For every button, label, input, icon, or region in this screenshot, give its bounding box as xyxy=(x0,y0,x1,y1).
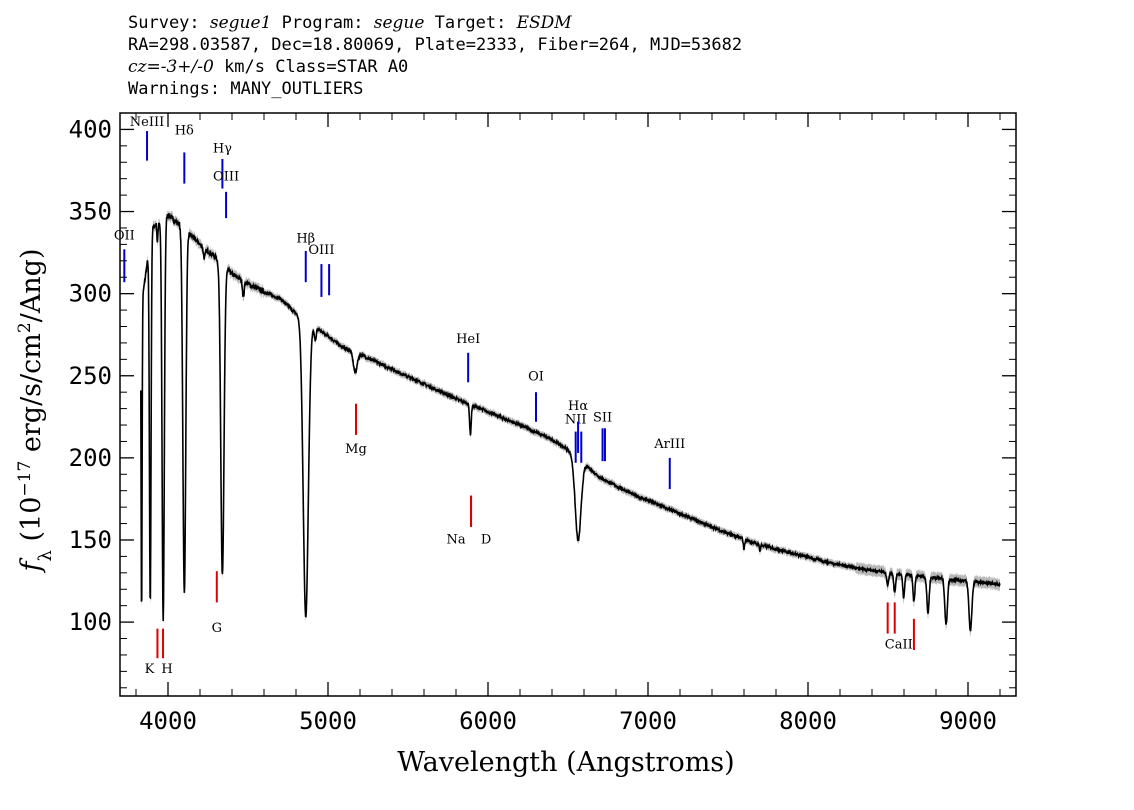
x-tick-label: 5000 xyxy=(299,707,357,735)
header-line-survey: Survey: segue1 Program: segue Target: ES… xyxy=(128,12,742,34)
plot-frame xyxy=(119,112,1017,697)
y-tick-label: 350 xyxy=(69,198,112,226)
emission-line-label: OIII xyxy=(308,243,334,258)
x-tick-label: 7000 xyxy=(619,707,677,735)
target-label: Target: xyxy=(424,13,517,33)
emission-line-label: SII xyxy=(593,411,612,426)
class-value: km/s Class=STAR A0 xyxy=(213,57,409,77)
y-tick-label: 250 xyxy=(69,362,112,390)
absorption-line-label: K xyxy=(145,662,155,677)
header-line-class: cz=-3+/-0 km/s Class=STAR A0 xyxy=(128,56,742,78)
y-tick-label: 400 xyxy=(69,115,112,143)
survey-value: segue1 xyxy=(209,13,272,33)
emission-line-label: OIII xyxy=(213,169,239,184)
program-label: Program: xyxy=(271,13,374,33)
spectrum-line xyxy=(140,213,1001,632)
absorption-line-label: G xyxy=(212,621,222,636)
emission-line-label: Hδ xyxy=(175,123,194,138)
y-tick-label: 150 xyxy=(69,526,112,554)
y-tick-label: 100 xyxy=(69,608,112,636)
header-line-warnings: Warnings: MANY_OUTLIERS xyxy=(128,79,364,99)
spectrum-header: Survey: segue1 Program: segue Target: ES… xyxy=(128,12,742,100)
x-tick-label: 4000 xyxy=(139,707,197,735)
axis-ticks: 4000 5000 6000 7000 8000 9000 100 150 200 250 300 3… xyxy=(69,113,1016,735)
target-value: ESDM xyxy=(516,13,572,33)
y-tick-label: 300 xyxy=(69,280,112,308)
emission-line-label: HeI xyxy=(456,332,480,347)
emission-line-label: Hα xyxy=(568,399,588,414)
emission-line-label: NII xyxy=(565,412,587,427)
program-value: segue xyxy=(373,13,425,33)
emission-line-label: NeIII xyxy=(130,115,164,130)
emission-line-label: Hγ xyxy=(213,141,232,156)
x-axis-title: Wavelength (Angstroms) xyxy=(397,747,734,778)
y-tick-label: 200 xyxy=(69,444,112,472)
emission-line-label: OII xyxy=(114,228,135,243)
x-tick-label: 6000 xyxy=(459,707,517,735)
emission-line-label: ArIII xyxy=(653,437,685,452)
absorption-line-label: D xyxy=(481,532,491,547)
header-line-coords: RA=298.03587, Dec=18.80069, Plate=2333, … xyxy=(128,35,743,55)
emission-line-label: OI xyxy=(528,370,544,385)
x-tick-label: 9000 xyxy=(939,707,997,735)
cz-value: cz=-3+/-0 xyxy=(128,57,214,77)
x-tick-label: 8000 xyxy=(779,707,837,735)
spectrum-series xyxy=(140,213,1001,632)
y-axis-title: fλ (10−17 erg/s/cm2/Ang) xyxy=(15,249,56,574)
absorption-line-label: Mg xyxy=(345,442,367,457)
absorption-line-label: CaII xyxy=(885,637,913,652)
absorption-line-label: H xyxy=(161,662,172,677)
emission-line-label: Hβ xyxy=(296,232,315,247)
survey-label: Survey: xyxy=(128,13,210,33)
absorption-line-label: Na xyxy=(446,532,465,547)
plot-border xyxy=(119,112,1017,697)
